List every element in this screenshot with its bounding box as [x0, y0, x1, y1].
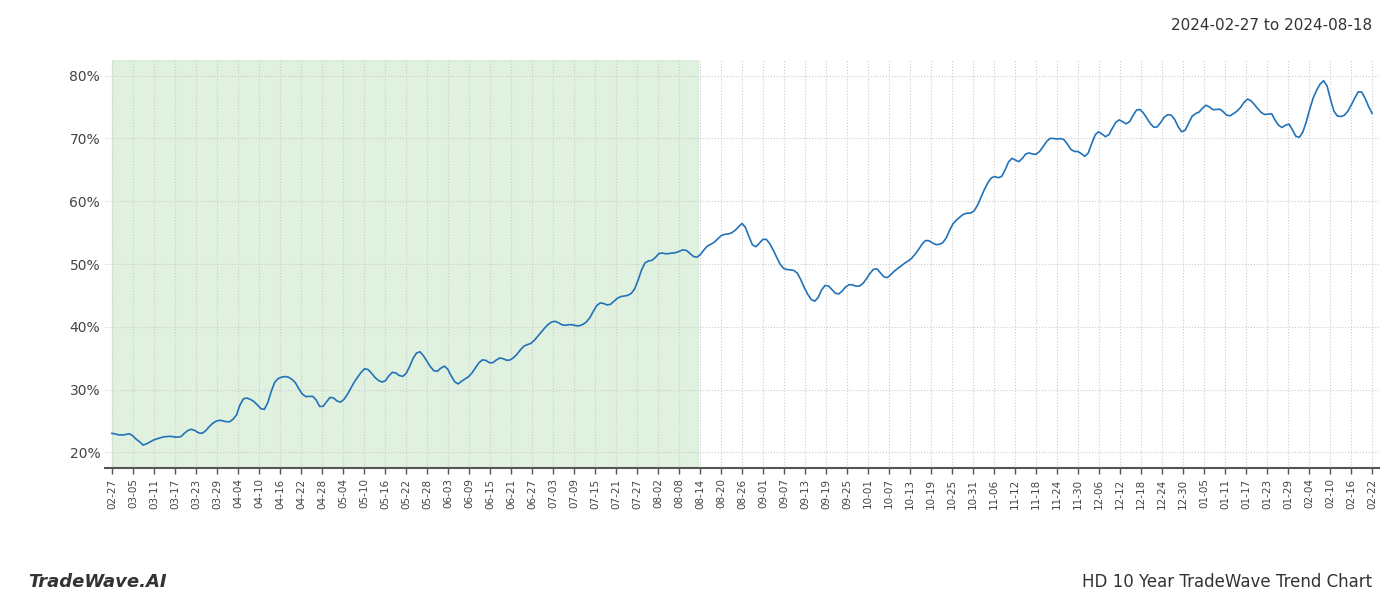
Text: 2024-02-27 to 2024-08-18: 2024-02-27 to 2024-08-18: [1170, 18, 1372, 33]
Text: TradeWave.AI: TradeWave.AI: [28, 573, 167, 591]
Text: HD 10 Year TradeWave Trend Chart: HD 10 Year TradeWave Trend Chart: [1082, 573, 1372, 591]
Bar: [112, 60, 697, 468]
